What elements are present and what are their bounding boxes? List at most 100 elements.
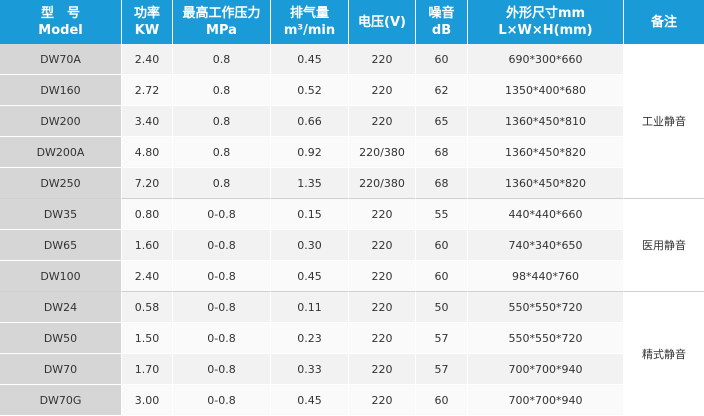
- cell-flow: 0.45: [271, 44, 349, 75]
- cell-power: 2.40: [122, 44, 173, 75]
- cell-voltage: 220: [349, 261, 416, 292]
- cell-note-group: 工业静音: [624, 44, 704, 199]
- cell-dims: 550*550*720: [468, 323, 624, 354]
- cell-model: DW160: [0, 75, 122, 106]
- header-model-en: Model: [38, 23, 83, 38]
- cell-power: 1.70: [122, 354, 173, 385]
- cell-flow: 0.66: [271, 106, 349, 137]
- cell-dims: 1360*450*820: [468, 137, 624, 168]
- header-model: 型 号 Model: [0, 0, 122, 44]
- cell-noise: 50: [416, 292, 468, 323]
- cell-power: 1.50: [122, 323, 173, 354]
- cell-dims: 98*440*760: [468, 261, 624, 292]
- table-row: DW100 2.40 0-0.8 0.45 220 60 98*440*760: [0, 261, 704, 292]
- cell-model: DW70A: [0, 44, 122, 75]
- cell-pressure: 0-0.8: [173, 385, 271, 416]
- cell-pressure: 0-0.8: [173, 230, 271, 261]
- cell-model: DW70: [0, 354, 122, 385]
- cell-pressure: 0-0.8: [173, 323, 271, 354]
- header-pressure: 最高工作压力 MPa: [173, 0, 271, 44]
- cell-dims: 1360*450*810: [468, 106, 624, 137]
- cell-voltage: 220: [349, 44, 416, 75]
- cell-noise: 60: [416, 230, 468, 261]
- cell-note-group: 精式静音: [624, 292, 704, 416]
- table-row: DW70A 2.40 0.8 0.45 220 60 690*300*660 工…: [0, 44, 704, 199]
- cell-noise: 60: [416, 385, 468, 416]
- cell-flow: 0.33: [271, 354, 349, 385]
- header-power-unit: KW: [134, 23, 160, 38]
- cell-noise: 57: [416, 354, 468, 385]
- table-row: DW50 1.50 0-0.8 0.23 220 57 550*550*720: [0, 323, 704, 354]
- cell-power: 7.20: [122, 168, 173, 199]
- cell-noise: 65: [416, 106, 468, 137]
- header-flow-unit: m³/min: [283, 23, 336, 38]
- header-dims-unit: L×W×H(mm): [498, 23, 593, 38]
- cell-pressure: 0-0.8: [173, 292, 271, 323]
- cell-noise: 55: [416, 199, 468, 230]
- cell-model: DW200A: [0, 137, 122, 168]
- header-noise: 噪音 dB: [416, 0, 468, 44]
- cell-pressure: 0.8: [173, 137, 271, 168]
- table-row: DW70 1.70 0-0.8 0.33 220 57 700*700*940: [0, 354, 704, 385]
- cell-voltage: 220: [349, 385, 416, 416]
- cell-voltage: 220: [349, 75, 416, 106]
- cell-power: 2.72: [122, 75, 173, 106]
- header-flow: 排气量 m³/min: [271, 0, 349, 44]
- cell-flow: 1.35: [271, 168, 349, 199]
- cell-model: DW65: [0, 230, 122, 261]
- cell-flow: 0.92: [271, 137, 349, 168]
- cell-power: 0.58: [122, 292, 173, 323]
- cell-noise: 57: [416, 323, 468, 354]
- cell-dims: 700*700*940: [468, 354, 624, 385]
- cell-voltage: 220: [349, 354, 416, 385]
- cell-voltage: 220: [349, 106, 416, 137]
- header-pressure-zh: 最高工作压力: [182, 6, 261, 21]
- cell-dims: 550*550*720: [468, 292, 624, 323]
- cell-noise: 60: [416, 261, 468, 292]
- cell-power: 1.60: [122, 230, 173, 261]
- cell-pressure: 0.8: [173, 75, 271, 106]
- header-dims: 外形尺寸mm L×W×H(mm): [468, 0, 624, 44]
- header-power: 功率 KW: [122, 0, 173, 44]
- header-note: 备注: [624, 0, 704, 44]
- cell-voltage: 220: [349, 199, 416, 230]
- cell-flow: 0.15: [271, 199, 349, 230]
- cell-flow: 0.52: [271, 75, 349, 106]
- table-row: DW200A 4.80 0.8 0.92 220/380 68 1360*450…: [0, 137, 704, 168]
- header-note-label: 备注: [650, 14, 677, 30]
- cell-model: DW100: [0, 261, 122, 292]
- cell-pressure: 0-0.8: [173, 354, 271, 385]
- cell-pressure: 0-0.8: [173, 199, 271, 230]
- header-voltage: 电压(V): [349, 0, 416, 44]
- table-row: DW250 7.20 0.8 1.35 220/380 68 1360*450*…: [0, 168, 704, 199]
- cell-dims: 440*440*660: [468, 199, 624, 230]
- cell-voltage: 220: [349, 323, 416, 354]
- table-row: DW160 2.72 0.8 0.52 220 62 1350*400*680: [0, 75, 704, 106]
- table-row: DW200 3.40 0.8 0.66 220 65 1360*450*810: [0, 106, 704, 137]
- table-header: 型 号 Model 功率 KW 最高工作压力 MPa 排气量 m³/min 电压…: [0, 0, 704, 44]
- cell-noise: 68: [416, 168, 468, 199]
- cell-pressure: 0.8: [173, 106, 271, 137]
- cell-model: DW50: [0, 323, 122, 354]
- cell-power: 0.80: [122, 199, 173, 230]
- header-flow-zh: 排气量: [289, 6, 329, 21]
- cell-noise: 62: [416, 75, 468, 106]
- cell-model: DW35: [0, 199, 122, 230]
- header-row: 型 号 Model 功率 KW 最高工作压力 MPa 排气量 m³/min 电压…: [0, 0, 704, 44]
- table-row: DW65 1.60 0-0.8 0.30 220 60 740*340*650: [0, 230, 704, 261]
- cell-model: DW200: [0, 106, 122, 137]
- cell-model: DW24: [0, 292, 122, 323]
- header-noise-unit: dB: [431, 23, 452, 38]
- cell-dims: 1350*400*680: [468, 75, 624, 106]
- cell-power: 4.80: [122, 137, 173, 168]
- cell-flow: 0.45: [271, 385, 349, 416]
- cell-flow: 0.11: [271, 292, 349, 323]
- cell-voltage: 220: [349, 230, 416, 261]
- header-pressure-unit: MPa: [206, 23, 237, 38]
- table-row: DW35 0.80 0-0.8 0.15 220 55 440*440*660 …: [0, 199, 704, 292]
- cell-pressure: 0.8: [173, 168, 271, 199]
- cell-voltage: 220/380: [349, 137, 416, 168]
- cell-voltage: 220/380: [349, 168, 416, 199]
- cell-power: 2.40: [122, 261, 173, 292]
